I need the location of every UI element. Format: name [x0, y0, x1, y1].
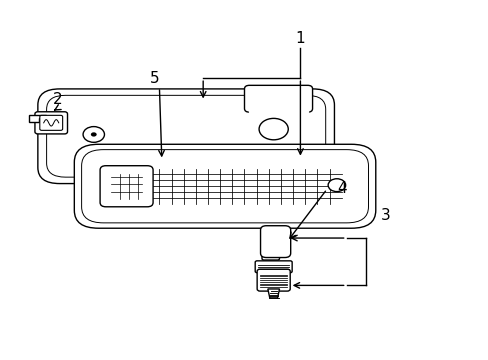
Circle shape — [91, 132, 97, 136]
FancyBboxPatch shape — [244, 85, 312, 112]
Polygon shape — [29, 115, 46, 122]
Polygon shape — [267, 289, 279, 298]
FancyBboxPatch shape — [255, 261, 291, 273]
Text: 4: 4 — [336, 181, 346, 197]
FancyBboxPatch shape — [35, 112, 67, 134]
FancyBboxPatch shape — [38, 89, 334, 184]
FancyBboxPatch shape — [74, 144, 375, 228]
Circle shape — [259, 118, 287, 140]
Bar — [249, 103, 307, 112]
FancyBboxPatch shape — [46, 95, 325, 177]
Text: 1: 1 — [295, 31, 305, 46]
FancyBboxPatch shape — [260, 226, 290, 257]
FancyBboxPatch shape — [40, 115, 62, 130]
Circle shape — [327, 179, 345, 192]
FancyBboxPatch shape — [262, 248, 279, 260]
FancyBboxPatch shape — [257, 269, 289, 291]
Circle shape — [83, 127, 104, 142]
Text: 2: 2 — [52, 92, 62, 107]
FancyBboxPatch shape — [81, 150, 368, 223]
FancyBboxPatch shape — [100, 166, 153, 207]
Text: 5: 5 — [149, 71, 159, 86]
Text: 3: 3 — [380, 208, 389, 223]
